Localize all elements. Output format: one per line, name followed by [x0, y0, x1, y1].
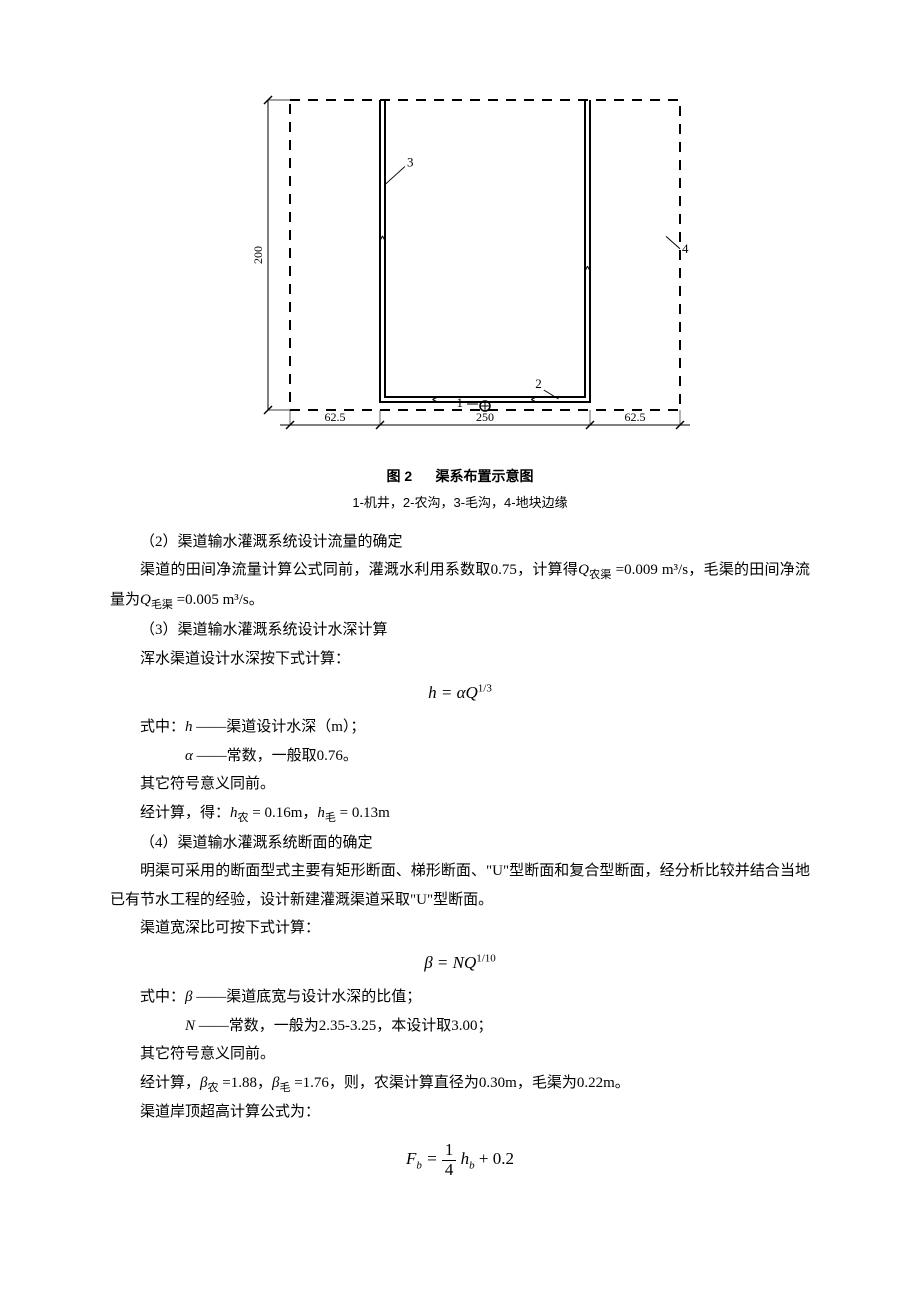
page: 1 2 3 4 200 62.5 250 62.5 图 2 渠系布置示意图 1-机井，2-农沟… — [0, 0, 920, 1302]
section-4-p2: 渠道宽深比可按下式计算： — [110, 914, 810, 943]
where-line-4: N ——常数，一般为2.35-3.25，本设计取3.00； — [110, 1012, 810, 1041]
svg-text:62.5: 62.5 — [625, 410, 646, 424]
s3-calc: 经计算，得：h农 = 0.16m，h毛 = 0.13m — [110, 799, 810, 829]
section-4-p1: 明渠可采用的断面型式主要有矩形断面、梯形断面、"U"型断面和复合型断面，经分析比… — [110, 857, 810, 914]
formula-Fb: Fb = 14 hb + 0.2 — [110, 1141, 810, 1179]
var-Q-nong: Q农渠 — [578, 562, 612, 578]
formula-beta-NQ: β = NQ1/10 — [110, 947, 810, 979]
s4-calc: 经计算，β农 =1.88，β毛 =1.76，则，农渠计算直径为0.30m，毛渠为… — [110, 1069, 810, 1099]
section-4-p3: 渠道岸顶超高计算公式为： — [110, 1098, 810, 1127]
svg-text:4: 4 — [682, 241, 689, 256]
figure-caption-label: 图 2 — [386, 468, 412, 484]
figure-caption: 图 2 渠系布置示意图 — [110, 463, 810, 490]
section-3-heading: （3）渠道输水灌溉系统设计水深计算 — [110, 616, 810, 645]
s2-text-c: =0.005 m³/s。 — [173, 592, 264, 608]
formula-h-alphaQ: h = αQ1/3 — [110, 677, 810, 709]
where-line-1: 式中：h ——渠道设计水深（m）； — [110, 713, 810, 742]
svg-text:3: 3 — [407, 154, 414, 169]
other-symbols-1: 其它符号意义同前。 — [110, 770, 810, 799]
figure-caption-title: 渠系布置示意图 — [436, 468, 534, 484]
s2-text-a: 渠道的田间净流量计算公式同前，灌溉水利用系数取0.75，计算得 — [140, 562, 578, 578]
section-4-heading: （4）渠道输水灌溉系统断面的确定 — [110, 829, 810, 858]
svg-text:62.5: 62.5 — [325, 410, 346, 424]
where-line-3: 式中：β ——渠道底宽与设计水深的比值； — [110, 983, 810, 1012]
figure-legend: 1-机井，2-农沟，3-毛沟，4-地块边缘 — [110, 491, 810, 516]
svg-text:250: 250 — [476, 410, 494, 424]
svg-text:2: 2 — [535, 376, 542, 391]
svg-text:200: 200 — [251, 246, 265, 264]
section-3-p1: 浑水渠道设计水深按下式计算： — [110, 645, 810, 674]
var-Q-mao: Q毛渠 — [140, 592, 173, 608]
where-line-2: α ——常数，一般取0.76。 — [110, 742, 810, 771]
section-2-heading: （2）渠道输水灌溉系统设计流量的确定 — [110, 528, 810, 557]
svg-text:1: 1 — [457, 395, 464, 410]
other-symbols-2: 其它符号意义同前。 — [110, 1040, 810, 1069]
figure-diagram: 1 2 3 4 200 62.5 250 62.5 图 2 渠系布置示意图 1-机井，2-农沟… — [110, 90, 810, 516]
channel-layout-diagram: 1 2 3 4 200 62.5 250 62.5 — [230, 90, 690, 450]
section-2-p1: 渠道的田间净流量计算公式同前，灌溉水利用系数取0.75，计算得Q农渠 =0.00… — [110, 556, 810, 616]
